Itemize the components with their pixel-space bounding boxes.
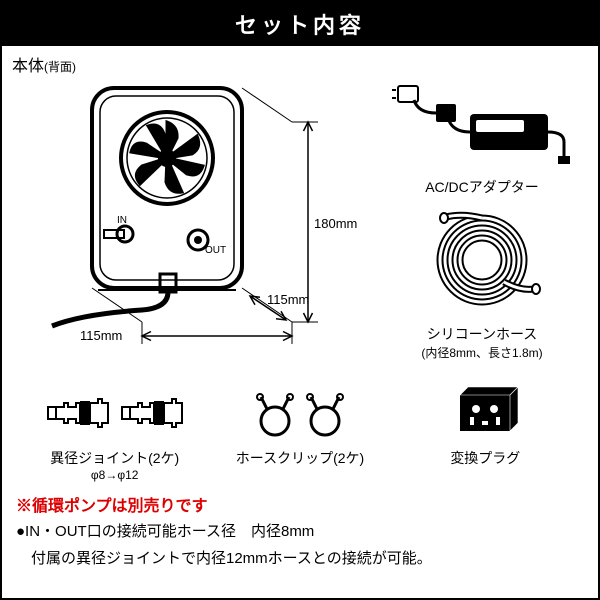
- joint-item: 異径ジョイント(2ケ) φ8→φ12: [22, 389, 207, 482]
- adapter-label: AC/DCアダプター: [372, 177, 592, 197]
- dim-width: 115mm: [80, 328, 122, 343]
- adapter-item: AC/DCアダプター: [372, 78, 592, 197]
- hose-sub: (内径8mm、長さ1.8m): [372, 344, 592, 361]
- product-info-panel: セット内容 本体(背面): [0, 0, 600, 600]
- note-line2: 付属の異径ジョイントで内径12mmホースとの接続が可能。: [2, 545, 598, 572]
- hose-item: シリコーンホース (内径8mm、長さ1.8m): [372, 205, 592, 361]
- section-header: セット内容: [2, 2, 598, 46]
- port-out-label: OUT: [205, 245, 226, 256]
- bottom-row: 異径ジョイント(2ケ) φ8→φ12 ホースクリップ(2ケ): [2, 383, 598, 482]
- plug-label: 変換プラグ: [393, 448, 578, 468]
- dim-depth: 115mm: [267, 292, 309, 307]
- clip-icon: [245, 389, 355, 439]
- plug-item: 変換プラグ: [393, 383, 578, 482]
- main-unit-text: 本体: [12, 58, 44, 75]
- joint-label: 異径ジョイント(2ケ): [22, 448, 207, 468]
- hose-label: シリコーンホース: [372, 324, 592, 344]
- clip-label: ホースクリップ(2ケ): [207, 448, 392, 468]
- adapter-icon: [392, 78, 572, 168]
- port-in-label: IN: [117, 215, 127, 226]
- main-unit-subtext: (背面): [44, 60, 76, 74]
- note-red: ※循環ポンプは別売りです: [2, 482, 598, 518]
- clip-item: ホースクリップ(2ケ): [207, 389, 392, 482]
- plug-icon: [440, 383, 530, 439]
- unit-svg: IN OUT 180mm 115mm: [22, 78, 362, 358]
- content-grid: IN OUT 180mm 115mm: [2, 78, 598, 378]
- right-column: AC/DCアダプター: [372, 78, 592, 369]
- dim-height: 180mm: [314, 216, 357, 231]
- note-line1: ●IN・OUT口の接続可能ホース径 内径8mm: [2, 518, 598, 545]
- main-unit-label: 本体(背面): [2, 46, 598, 78]
- hose-icon: [412, 205, 552, 315]
- main-unit-diagram: IN OUT 180mm 115mm: [22, 78, 362, 358]
- joint-icon: [40, 389, 190, 439]
- header-title: セット内容: [235, 13, 365, 38]
- joint-sub: φ8→φ12: [22, 468, 207, 482]
